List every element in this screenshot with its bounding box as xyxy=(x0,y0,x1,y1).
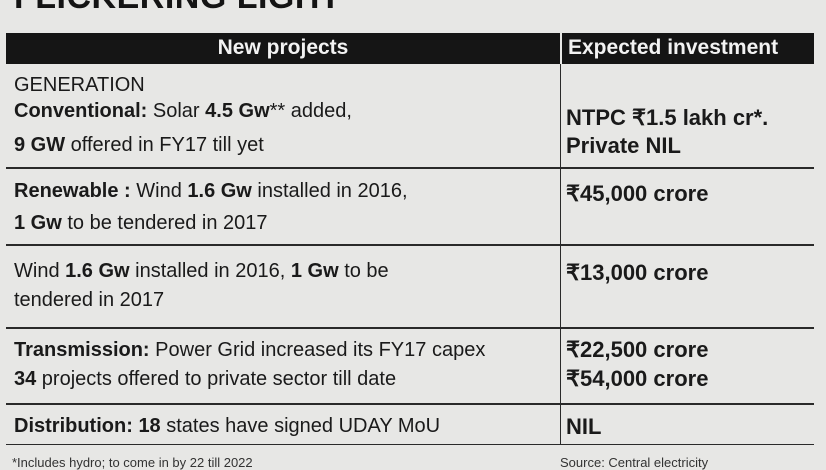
row-divider xyxy=(6,444,814,445)
header-divider xyxy=(560,33,562,64)
investment-renewable: ₹45,000 crore xyxy=(566,181,709,206)
wind-line-2: tendered in 2017 xyxy=(14,289,165,311)
column-divider xyxy=(560,64,561,444)
renewable-line-1: Renewable : Wind 1.6 Gw installed in 201… xyxy=(14,180,408,202)
transmission-line-2: 34 projects offered to private sector ti… xyxy=(14,368,397,390)
investment-ntpc: NTPC ₹1.5 lakh cr*. xyxy=(566,105,769,130)
source-note: Source: Central electricity xyxy=(560,455,709,470)
row-divider xyxy=(6,244,814,246)
investment-distribution: NIL xyxy=(566,414,602,439)
table-header: New projects Expected investment xyxy=(6,33,814,64)
table-title: FLICKERING LIGHT xyxy=(14,0,341,17)
header-new-projects: New projects xyxy=(217,36,349,59)
generation-line-2: 9 GW offered in FY17 till yet xyxy=(14,134,264,156)
section-label: GENERATION xyxy=(14,74,145,96)
wind-line-1: Wind 1.6 Gw installed in 2016, 1 Gw to b… xyxy=(14,260,389,282)
distribution-line: Distribution: 18 states have signed UDAY… xyxy=(14,415,441,437)
row-divider xyxy=(6,403,814,405)
investment-power-grid: ₹22,500 crore xyxy=(566,337,709,362)
footnote: *Includes hydro; to come in by 22 till 2… xyxy=(12,455,253,470)
investment-private: Private NIL xyxy=(566,133,681,158)
generation-line-1: Conventional: Solar 4.5 Gw** added, xyxy=(14,100,352,122)
header-expected-investment: Expected investment xyxy=(568,36,779,59)
renewable-line-2: 1 Gw to be tendered in 2017 xyxy=(14,212,268,234)
row-divider xyxy=(6,327,814,329)
investment-wind: ₹13,000 crore xyxy=(566,260,709,285)
transmission-line-1: Transmission: Power Grid increased its F… xyxy=(14,339,486,361)
investment-private-sector: ₹54,000 crore xyxy=(566,366,709,391)
row-divider xyxy=(6,167,814,169)
